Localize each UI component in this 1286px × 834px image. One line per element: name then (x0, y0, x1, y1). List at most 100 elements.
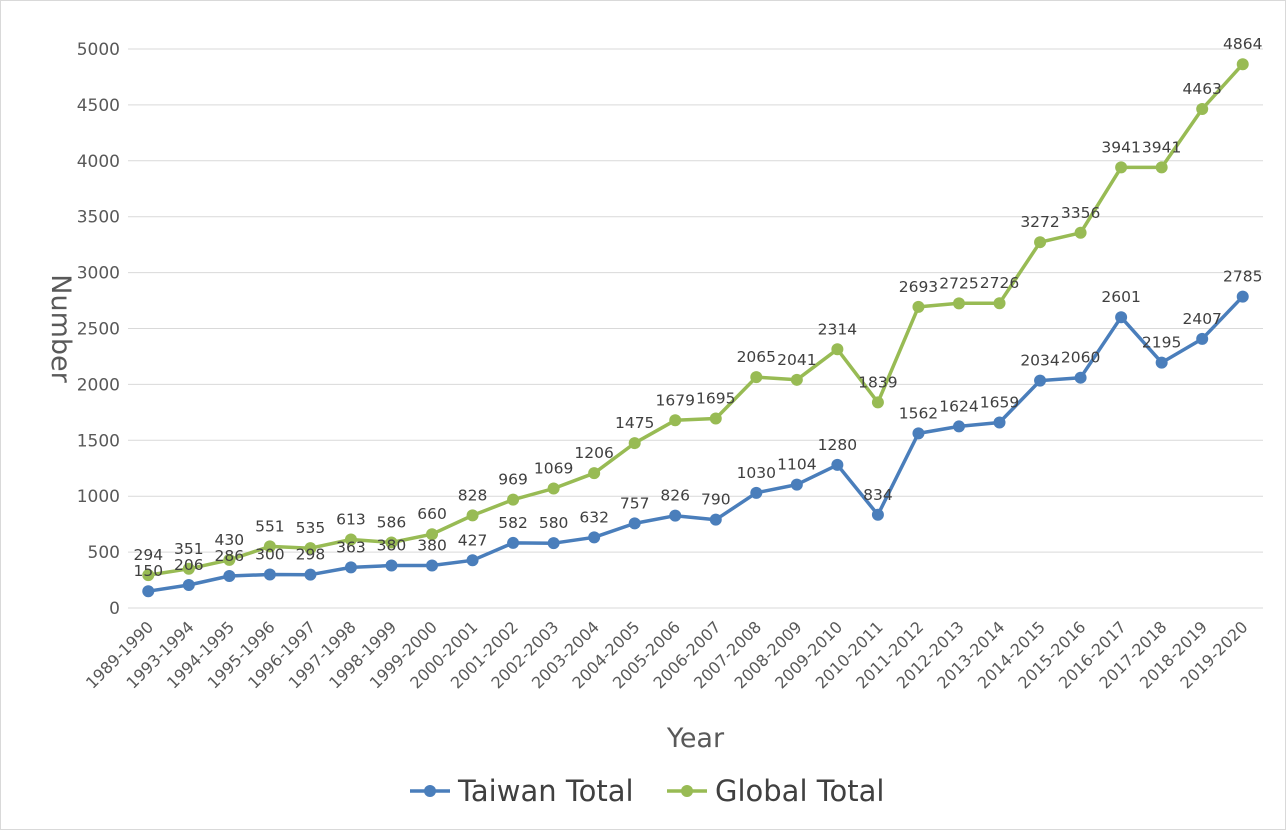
legend-label: Taiwan Total (457, 774, 634, 808)
data-label: 969 (498, 471, 528, 489)
y-tick-label: 5000 (77, 40, 120, 60)
data-point (426, 528, 439, 541)
data-label: 4463 (1182, 80, 1221, 98)
data-label: 286 (215, 547, 245, 565)
data-label: 2195 (1142, 334, 1181, 352)
data-label: 2034 (1020, 352, 1059, 370)
data-point (588, 531, 601, 544)
data-label: 150 (133, 562, 163, 580)
data-label: 2041 (777, 351, 816, 369)
data-point (790, 373, 803, 386)
data-label: 1104 (777, 456, 816, 474)
data-point (709, 412, 722, 425)
series-line-1 (148, 63, 1244, 577)
data-label: 2601 (1101, 288, 1140, 306)
data-label: 363 (336, 538, 366, 556)
data-point (507, 493, 520, 506)
data-point (952, 420, 965, 433)
data-label: 1206 (574, 444, 613, 462)
x-axis-title: Year (666, 723, 725, 754)
data-label: 1659 (980, 394, 1019, 412)
data-point (1115, 311, 1128, 324)
data-label: 300 (255, 545, 285, 563)
data-point (588, 467, 601, 480)
series-group (142, 58, 1249, 598)
data-label: 632 (579, 508, 609, 526)
data-point (466, 554, 479, 567)
data-point (750, 371, 763, 384)
series-line-0 (148, 295, 1244, 593)
data-label: 1562 (899, 404, 938, 422)
data-label: 535 (296, 519, 326, 537)
data-label: 380 (377, 537, 407, 555)
data-label: 3356 (1061, 204, 1100, 222)
data-point (263, 568, 276, 581)
data-point (344, 561, 357, 574)
data-label: 2407 (1182, 310, 1221, 328)
data-point (993, 297, 1006, 310)
y-tick-label: 2000 (77, 375, 120, 395)
data-point (912, 427, 925, 440)
data-point (709, 513, 722, 526)
data-label: 1839 (858, 373, 897, 391)
data-point (304, 568, 317, 581)
data-label: 828 (458, 486, 488, 504)
data-point (1196, 332, 1209, 345)
data-point (1074, 371, 1087, 384)
data-point (1236, 58, 1249, 71)
data-label: 1030 (737, 464, 776, 482)
data-point (952, 297, 965, 310)
legend-swatch-marker (681, 785, 693, 797)
data-label: 2065 (737, 348, 776, 366)
data-label: 826 (660, 487, 690, 505)
data-point (142, 585, 155, 598)
data-point (1155, 161, 1168, 174)
data-label: 294 (133, 546, 163, 564)
data-label: 834 (863, 486, 893, 504)
data-point (304, 542, 317, 555)
data-label: 757 (620, 494, 650, 512)
data-label: 351 (174, 540, 204, 558)
data-label: 582 (498, 514, 528, 532)
data-label: 613 (336, 510, 366, 528)
x-axis-ticks: 1989-19901993-19941994-19951995-19961996… (82, 617, 1252, 692)
y-tick-label: 4000 (77, 152, 120, 172)
data-point (1034, 236, 1047, 249)
data-label: 1695 (696, 389, 735, 407)
y-tick-label: 1000 (77, 487, 120, 507)
data-label: 1069 (534, 459, 573, 477)
data-point (1115, 161, 1128, 174)
data-point (993, 416, 1006, 429)
data-point (628, 517, 641, 530)
data-point (669, 509, 682, 522)
data-label: 3941 (1101, 138, 1140, 156)
data-point (1074, 226, 1087, 239)
data-label: 1280 (818, 436, 857, 454)
data-point (507, 536, 520, 549)
data-point (182, 578, 195, 591)
data-point (547, 537, 560, 550)
data-label: 2314 (818, 320, 857, 338)
data-labels: 150 206 286 300 298 363 380 380 427 582 580 632 757 8… (133, 35, 1262, 580)
data-label: 2693 (899, 278, 938, 296)
data-point (426, 559, 439, 572)
data-point (831, 343, 844, 356)
data-point (1034, 374, 1047, 387)
y-tick-label: 500 (88, 543, 120, 563)
data-point (223, 570, 236, 583)
data-point (182, 562, 195, 575)
data-label: 430 (215, 531, 245, 549)
y-axis-title: Number (45, 274, 76, 383)
data-point (790, 478, 803, 491)
legend-label: Global Total (715, 774, 884, 808)
legend-swatch-marker (424, 785, 436, 797)
data-point (385, 559, 398, 572)
data-label: 2060 (1061, 349, 1100, 367)
data-point (871, 396, 884, 409)
data-point (1196, 103, 1209, 116)
y-axis-ticks: 0 500 1000 1500 2000 2500 3000 3500 4000 4500 5000 (77, 40, 120, 619)
data-label: 1624 (939, 397, 978, 415)
y-tick-label: 4500 (77, 96, 120, 116)
